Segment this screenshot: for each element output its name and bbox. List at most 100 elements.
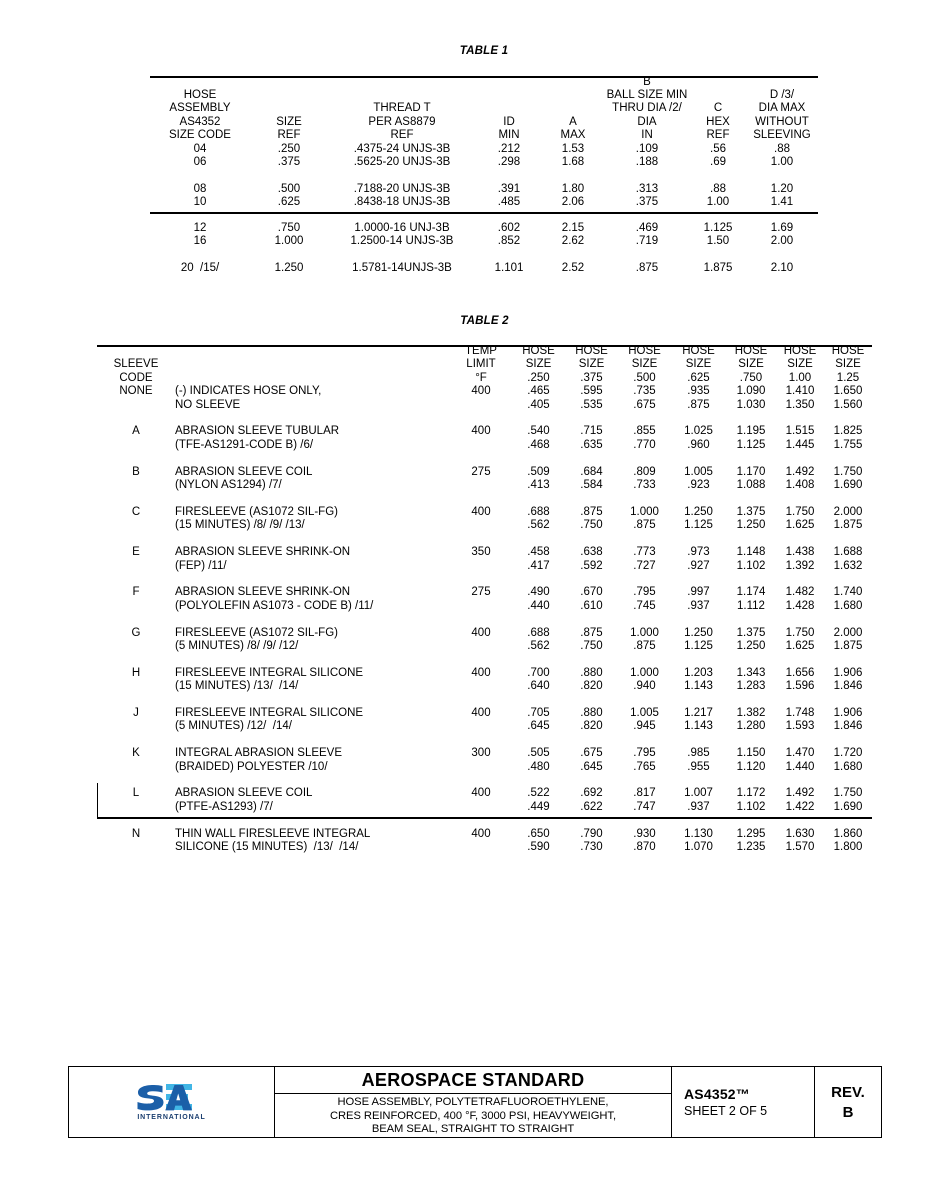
table1-header-rule — [150, 77, 818, 78]
hose-size-value-max: .715 — [580, 425, 603, 438]
hose-size-value-min: 1.392 — [785, 559, 815, 572]
table1-cell: .88 — [710, 182, 726, 195]
hose-size-value-max: .675 — [580, 747, 603, 760]
table1-cell: 1.20 — [770, 182, 794, 195]
table1-body: 04 .250 .4375-24 UNJS-3B .212 1.53 .109 .56 .88… — [150, 143, 818, 275]
table2-spacer-row — [97, 653, 872, 666]
table1-cell: 20 /15/ — [180, 261, 220, 274]
table1-cell: .375 — [635, 195, 659, 208]
hose-size-value-max: .985 — [687, 747, 710, 760]
hose-size-value-min: .635 — [580, 438, 603, 451]
table1-col-head: HOSE ASSEMBLY AS4352 SIZE CODE — [169, 89, 231, 141]
hose-size-value-max: 1.150 — [736, 747, 766, 760]
hose-size-value-min: 1.070 — [684, 841, 713, 854]
table2-row: (15 MINUTES) /8/ /9/ /13/ .562 .750 .875 1.… — [97, 519, 872, 532]
temp-limit: 275 — [471, 586, 491, 599]
table2-row: (NYLON AS1294) /7/ .413 .584 .733 .923 1.088… — [97, 479, 872, 492]
table2-spacer-row — [97, 452, 872, 465]
sleeve-code: J — [133, 706, 139, 719]
hose-size-value-max: .458 — [527, 546, 550, 559]
temp-limit-continuation — [450, 439, 512, 452]
hose-size-value-min: .733 — [633, 479, 656, 492]
hose-size-value-min: .645 — [527, 720, 550, 733]
hose-size-value-min: .745 — [633, 599, 656, 612]
hose-size-value-max: .935 — [687, 385, 710, 398]
table1-cell: .852 — [497, 235, 521, 248]
hose-size-value-max: 1.375 — [736, 505, 766, 518]
table1-row: 08 .500 .7188-20 UNJS-3B .391 1.80 .313 .88 1.2… — [150, 183, 818, 196]
table1-cell: .250 — [277, 143, 301, 156]
sleeve-material: FIRESLEEVE (AS1072 SIL-FG) — [175, 626, 338, 639]
subtitle-line: HOSE ASSEMBLY, POLYTETRAFLUOROETHYLENE, — [337, 1096, 609, 1109]
sleeve-material-line2: (TFE-AS1291-CODE B) /6/ — [175, 438, 314, 451]
hose-size-value-min: 1.846 — [833, 680, 863, 693]
hose-size-value-min: .730 — [580, 841, 603, 854]
table1-bottom-rule — [150, 212, 818, 214]
table2-body: NONE (-) INDICATES HOSE ONLY, 400 .465 .595.… — [97, 385, 872, 854]
hose-size-value-min: .480 — [527, 760, 550, 773]
hose-size-value-min: .940 — [633, 680, 656, 693]
hose-size-value-max: 1.860 — [833, 827, 863, 840]
hose-size-value-min: .584 — [580, 479, 603, 492]
hose-size-value-max: 1.130 — [684, 827, 713, 840]
sleeve-material: FIRESLEEVE INTEGRAL SILICONE — [175, 666, 364, 679]
table2-title: TABLE 2 — [460, 315, 509, 327]
hose-size-value-min: .870 — [633, 841, 656, 854]
hose-size-value-min: 1.445 — [785, 438, 815, 451]
temp-limit: 400 — [471, 385, 491, 398]
hose-size-value-min: .927 — [687, 559, 710, 572]
table1-cell: .109 — [635, 143, 659, 156]
hose-size-value-min: 1.112 — [737, 599, 765, 612]
document-number-cell: AS4352™ SHEET 2 OF 5 — [672, 1067, 815, 1137]
hose-size-value-min: 1.120 — [736, 760, 766, 773]
table1-cell: .750 — [277, 222, 301, 235]
table2-row: N THIN WALL FIRESLEEVE INTEGRAL 400 .650 .79… — [97, 828, 872, 841]
hose-size-value-min: .562 — [527, 519, 550, 532]
table1: HOSE ASSEMBLY AS4352 SIZE CODE SIZE REF … — [150, 76, 818, 275]
sleeve-material-line2: (NYLON AS1294) /7/ — [175, 479, 282, 492]
hose-size-value-min: 1.632 — [833, 559, 863, 572]
sleeve-code-continuation — [97, 519, 175, 532]
hose-size-value-max: .595 — [580, 385, 603, 398]
hose-size-value-max: 2.000 — [833, 505, 863, 518]
logo-subtext: INTERNATIONAL — [137, 1114, 206, 1121]
table1-header: HOSE ASSEMBLY AS4352 SIZE CODE SIZE REF … — [150, 76, 818, 143]
hose-size-value-max: .880 — [580, 706, 603, 719]
sleeve-code-continuation — [97, 841, 175, 854]
table2-col-head — [175, 345, 450, 385]
table2-col-head: SLEEVE CODE — [113, 358, 159, 384]
hose-size-value-max: 1.005 — [630, 706, 659, 719]
table2-spacer-row — [97, 573, 872, 586]
hose-size-value-max: .688 — [527, 505, 550, 518]
sleeve-material: ABRASION SLEEVE SHRINK-ON — [175, 586, 351, 599]
hose-size-value-max: .684 — [580, 465, 603, 478]
temp-limit-continuation — [450, 399, 512, 412]
hose-size-value-min: 1.596 — [785, 680, 815, 693]
hose-size-value-max: 1.750 — [785, 505, 815, 518]
table2-row: (5 MINUTES) /12/ /14/ .645 .820 .945 1.143 1… — [97, 720, 872, 733]
hose-size-value-max: .795 — [633, 586, 656, 599]
table1-cell: 1.50 — [706, 235, 730, 248]
hose-size-value-max: 1.203 — [684, 666, 713, 679]
sleeve-material: (-) INDICATES HOSE ONLY, — [175, 385, 322, 398]
sleeve-code-continuation — [97, 439, 175, 452]
sleeve-material-line2: (POLYOLEFIN AS1073 - CODE B) /11/ — [175, 599, 374, 612]
hose-size-value-min: .820 — [580, 720, 603, 733]
table1-col-head: SIZE REF — [276, 115, 302, 141]
table1-col-head: ID MIN — [498, 115, 520, 141]
hose-size-value-max: 1.482 — [785, 586, 815, 599]
hose-size-value-max: .509 — [527, 465, 550, 478]
table1-cell: 2.52 — [561, 261, 585, 274]
hose-size-value-max: 1.630 — [785, 827, 815, 840]
hose-size-value-max: 1.748 — [785, 706, 815, 719]
table2-row: (BRAIDED) POLYESTER /10/ .480 .645 .765 .95… — [97, 761, 872, 774]
table1-cell: 1.68 — [561, 156, 585, 169]
sleeve-material-line2: (FEP) /11/ — [175, 559, 227, 572]
table1-cell: .485 — [497, 195, 521, 208]
hose-size-value-max: .465 — [527, 385, 550, 398]
table2-row: (PTFE-AS1293) /7/ .449 .622 .747 .937 1.102 1… — [97, 801, 872, 814]
table2-row: G FIRESLEEVE (AS1072 SIL-FG) 400 .688 .875 1.… — [97, 627, 872, 640]
hose-size-value-min: 1.250 — [736, 639, 766, 652]
table1-cell: 16 — [193, 235, 207, 248]
sleeve-material: ABRASION SLEEVE TUBULAR — [175, 425, 340, 438]
